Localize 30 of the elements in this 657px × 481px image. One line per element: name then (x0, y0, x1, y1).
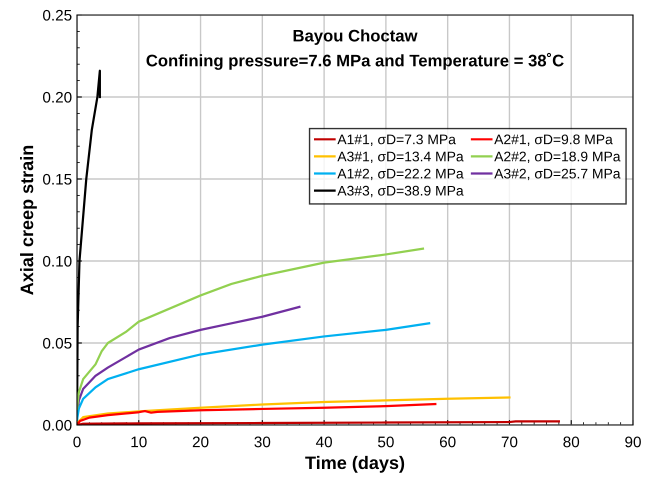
y-tick-label: 0.10 (43, 256, 72, 267)
y-axis-title: Axial creep strain (20, 146, 37, 295)
legend-label: A3#2, σD=25.7 MPa (494, 168, 621, 180)
x-tick-label: 30 (254, 436, 270, 448)
x-tick-label: 40 (316, 436, 332, 448)
x-tick-label: 90 (625, 436, 641, 448)
line-series (77, 322, 430, 422)
x-tick-label: 80 (563, 436, 580, 448)
legend-label: A3#3, σD=38.9 MPa (337, 186, 464, 198)
line-series (77, 396, 511, 424)
line-series (77, 248, 424, 410)
y-tick-label: 0.20 (43, 92, 72, 103)
x-axis-title: Time (days) (305, 456, 404, 473)
legend-label: A3#1, σD=13.4 MPa (337, 152, 464, 164)
x-tick-label: 0 (73, 436, 81, 448)
legend-label: A1#1, σD=7.3 MPa (337, 134, 456, 146)
x-tick-label: 20 (192, 436, 208, 448)
y-tick-label: 0.05 (43, 338, 72, 349)
x-tick-label: 50 (378, 436, 394, 448)
x-tick-label: 10 (131, 436, 147, 448)
y-tick-label: 0.25 (43, 10, 72, 21)
legend-label: A2#1, σD=9.8 MPa (494, 134, 613, 146)
legend-label: A1#2, σD=22.2 MPa (337, 168, 464, 180)
y-tick-label: 0.00 (43, 420, 72, 431)
x-tick-label: 70 (502, 436, 518, 448)
line-series (77, 402, 436, 425)
legend-label: A2#2, σD=18.9 MPa (494, 152, 621, 164)
y-tick-label: 0.15 (43, 174, 72, 185)
text: Bayou Choctaw Confining pressure=7.6 MPa and Temperature = 38˚C (146, 29, 564, 70)
x-tick-label: 60 (440, 436, 456, 448)
